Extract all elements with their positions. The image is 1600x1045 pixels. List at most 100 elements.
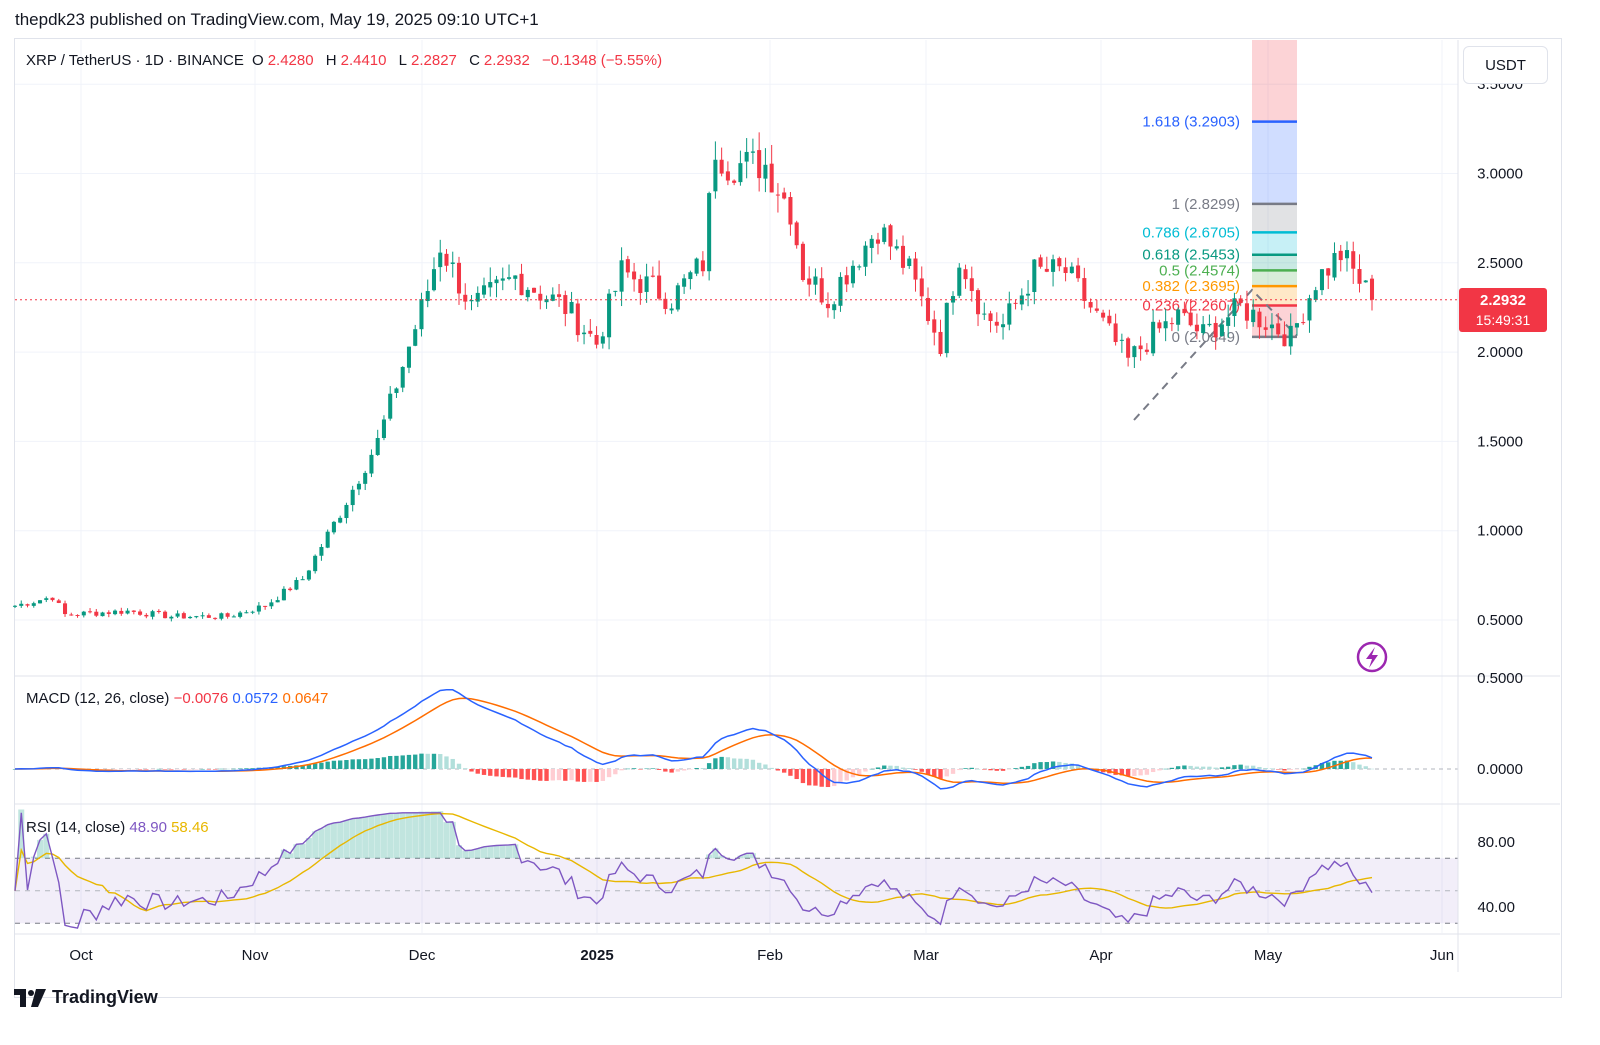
macd-histogram-bar bbox=[525, 769, 530, 780]
candle-body bbox=[757, 150, 762, 179]
fib-level-label: 0.618 (2.5453) bbox=[1142, 247, 1240, 264]
macd-histogram-bar bbox=[907, 768, 912, 769]
candle-body bbox=[381, 419, 386, 439]
macd-histogram-bar bbox=[1282, 769, 1287, 771]
candle-body bbox=[1007, 303, 1012, 325]
rsi-overbought-fill bbox=[355, 818, 362, 859]
macd-histogram-bar bbox=[144, 769, 149, 770]
candle-body bbox=[863, 245, 868, 267]
candle-body bbox=[707, 193, 712, 272]
macd-histogram-bar bbox=[1200, 766, 1206, 769]
candle-body bbox=[81, 611, 86, 616]
macd-histogram-bar bbox=[400, 755, 405, 769]
candle-body bbox=[1344, 250, 1350, 259]
macd-histogram-bar bbox=[575, 769, 580, 782]
macd-histogram-bar bbox=[488, 769, 493, 776]
macd-value: 0.0572 bbox=[232, 690, 279, 707]
rsi-line bbox=[14, 812, 1373, 929]
candle-body bbox=[1013, 302, 1018, 304]
macd-histogram-bar bbox=[581, 769, 587, 782]
rsi-label[interactable]: RSI (14, close) bbox=[26, 819, 126, 836]
macd-histogram-bar bbox=[963, 768, 968, 769]
candle-body bbox=[713, 159, 718, 192]
macd-histogram-bar bbox=[807, 769, 812, 786]
fib-zone bbox=[1252, 254, 1297, 271]
candle-body bbox=[1069, 266, 1074, 274]
tradingview-brand[interactable]: TradingView bbox=[14, 987, 158, 1008]
macd-histogram-bar bbox=[137, 769, 143, 770]
macd-histogram-bar bbox=[394, 755, 399, 769]
macd-histogram-bar bbox=[419, 753, 424, 769]
candle-body bbox=[719, 159, 724, 174]
candle-body bbox=[450, 262, 455, 264]
x-tick-label: Apr bbox=[1089, 947, 1112, 964]
currency-button[interactable]: USDT bbox=[1463, 46, 1548, 84]
candle-body bbox=[1076, 265, 1081, 279]
rsi-overbought-fill bbox=[437, 811, 444, 859]
candle-body bbox=[1351, 251, 1356, 269]
candle-body bbox=[131, 610, 136, 612]
candle-body bbox=[513, 275, 518, 279]
candle-body bbox=[1119, 339, 1124, 341]
candle-body bbox=[725, 171, 730, 181]
candle-body bbox=[538, 293, 543, 301]
lightning-icon[interactable] bbox=[1356, 641, 1388, 673]
candle-body bbox=[663, 298, 668, 309]
macd-histogram-bar bbox=[675, 769, 681, 772]
rsi-overbought-fill bbox=[43, 833, 50, 859]
macd-histogram-bar bbox=[481, 769, 487, 775]
candle-body bbox=[819, 278, 824, 303]
macd-histogram-bar bbox=[950, 769, 956, 774]
candle-body bbox=[569, 301, 574, 314]
macd-histogram-bar bbox=[725, 757, 731, 769]
candle-body bbox=[732, 180, 737, 183]
macd-histogram-bar bbox=[325, 761, 330, 769]
candle-body bbox=[1026, 293, 1031, 296]
macd-histogram-bar bbox=[763, 764, 768, 769]
candle-body bbox=[263, 605, 268, 607]
macd-histogram-bar bbox=[1207, 766, 1212, 769]
macd-histogram-bar bbox=[162, 769, 168, 770]
candle-body bbox=[494, 279, 499, 284]
candle-body bbox=[275, 600, 280, 603]
macd-histogram-bar bbox=[600, 769, 606, 781]
candle-body bbox=[1132, 346, 1137, 358]
candle-body bbox=[200, 615, 205, 617]
macd-histogram-bar bbox=[1326, 762, 1331, 769]
candle-body bbox=[700, 260, 705, 272]
macd-histogram-bar bbox=[150, 769, 155, 770]
y-tick-label: 1.5000 bbox=[1477, 433, 1523, 450]
candle-body bbox=[75, 615, 80, 617]
candle-body bbox=[1194, 324, 1199, 332]
macd-histogram-bar bbox=[506, 769, 512, 778]
candle-body bbox=[12, 605, 18, 607]
macd-histogram-bar bbox=[688, 769, 693, 770]
x-tick-label: May bbox=[1254, 947, 1283, 964]
macd-histogram-bar bbox=[1032, 763, 1037, 769]
candle-body bbox=[969, 278, 974, 291]
macd-histogram-bar bbox=[1044, 762, 1049, 769]
candle-body bbox=[957, 267, 962, 296]
candle-body bbox=[1232, 298, 1237, 317]
symbol-label[interactable]: XRP / TetherUS · 1D · BINANCE bbox=[26, 52, 244, 69]
macd-histogram-bar bbox=[1069, 763, 1075, 769]
candle-body bbox=[613, 290, 618, 292]
macd-histogram-bar bbox=[212, 769, 218, 770]
macd-histogram-bar bbox=[1013, 768, 1018, 769]
macd-histogram-bar bbox=[112, 769, 118, 770]
macd-histogram-bar bbox=[938, 769, 943, 779]
macd-label[interactable]: MACD (12, 26, close) bbox=[26, 690, 170, 707]
candle-body bbox=[694, 258, 699, 274]
candle-body bbox=[525, 289, 530, 298]
candle-body bbox=[563, 295, 568, 315]
rsi-overbought-fill bbox=[743, 853, 750, 859]
candle-body bbox=[976, 290, 981, 315]
macd-histogram-bar bbox=[588, 769, 593, 782]
candle-body bbox=[807, 278, 812, 285]
chart-frame[interactable] bbox=[14, 38, 1562, 998]
macd-histogram-bar bbox=[312, 763, 318, 769]
macd-histogram-bar bbox=[957, 769, 962, 771]
fib-trendline bbox=[1133, 288, 1298, 421]
rsi-overbought-fill bbox=[749, 853, 756, 859]
